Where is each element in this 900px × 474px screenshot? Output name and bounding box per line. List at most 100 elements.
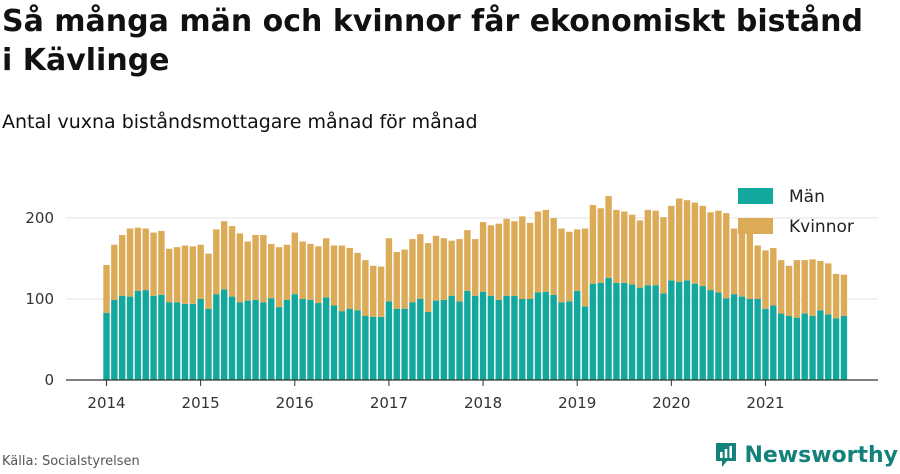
bar-kvinnor bbox=[275, 247, 283, 308]
bar-kvinnor bbox=[605, 196, 612, 278]
bar-man bbox=[621, 282, 628, 380]
bar-man bbox=[668, 280, 675, 380]
bar-kvinnor bbox=[825, 263, 832, 315]
bar-kvinnor bbox=[228, 226, 236, 297]
bar-man bbox=[479, 291, 487, 380]
bar-man bbox=[542, 291, 550, 380]
bar-man bbox=[762, 308, 769, 380]
bar-kvinnor bbox=[322, 238, 330, 298]
bar-man bbox=[150, 295, 157, 380]
bar-kvinnor bbox=[809, 259, 816, 317]
bar-man bbox=[574, 290, 581, 380]
brand-logo[interactable]: Newsworthy bbox=[714, 441, 898, 469]
bar-kvinnor bbox=[432, 235, 440, 301]
bar-kvinnor bbox=[636, 220, 644, 288]
bar-kvinnor bbox=[801, 260, 808, 314]
bar-kvinnor bbox=[550, 218, 557, 295]
x-tick-label: 2015 bbox=[182, 394, 220, 412]
bar-kvinnor bbox=[542, 209, 550, 292]
bar-man bbox=[142, 290, 149, 380]
bar-man bbox=[158, 294, 165, 380]
bar-man bbox=[456, 301, 463, 380]
bar-man bbox=[581, 306, 589, 380]
bar-kvinnor bbox=[315, 246, 322, 304]
bar-man bbox=[652, 285, 659, 380]
brand-name: Newsworthy bbox=[744, 442, 898, 468]
bar-kvinnor bbox=[840, 274, 848, 317]
bar-kvinnor bbox=[699, 205, 706, 287]
chart-subtitle: Antal vuxna biståndsmottagare månad för … bbox=[2, 111, 478, 133]
bar-man bbox=[636, 287, 644, 380]
bar-man bbox=[785, 316, 793, 380]
bar-man bbox=[817, 310, 824, 380]
bar-man bbox=[589, 283, 597, 380]
bar-kvinnor bbox=[448, 240, 455, 296]
bar-kvinnor bbox=[456, 239, 463, 302]
bar-man bbox=[283, 299, 291, 380]
bar-man bbox=[220, 289, 228, 380]
bar-man bbox=[424, 311, 432, 380]
bar-man bbox=[111, 299, 118, 380]
bar-man bbox=[322, 297, 330, 380]
bar-kvinnor bbox=[330, 245, 338, 306]
bar-man bbox=[330, 305, 338, 380]
bar-kvinnor bbox=[479, 222, 487, 292]
bar-kvinnor bbox=[621, 211, 628, 283]
bar-kvinnor bbox=[519, 216, 526, 299]
bar-man bbox=[738, 296, 746, 380]
bar-kvinnor bbox=[683, 200, 691, 281]
bar-kvinnor bbox=[401, 249, 408, 309]
bar-kvinnor bbox=[173, 247, 181, 303]
bar-kvinnor bbox=[487, 225, 495, 296]
x-tick-label: 2017 bbox=[370, 394, 408, 412]
bar-man bbox=[432, 300, 440, 380]
bar-kvinnor bbox=[730, 228, 738, 295]
bar-man bbox=[723, 298, 730, 380]
bar-man bbox=[134, 290, 142, 380]
bar-man bbox=[338, 311, 346, 380]
bar-man bbox=[307, 299, 314, 380]
bar-man bbox=[118, 295, 126, 380]
bar-man bbox=[730, 294, 738, 380]
bar-man bbox=[448, 295, 455, 380]
bar-man bbox=[715, 292, 722, 380]
bar-man bbox=[173, 302, 181, 380]
bar-man bbox=[707, 290, 714, 380]
bar-kvinnor bbox=[362, 260, 369, 317]
legend-label: Män bbox=[789, 187, 825, 207]
bar-kvinnor bbox=[668, 205, 675, 281]
bar-kvinnor bbox=[377, 266, 385, 317]
bar-kvinnor bbox=[707, 212, 714, 291]
bar-man bbox=[126, 296, 134, 380]
bar-kvinnor bbox=[464, 230, 471, 291]
x-tick-label: 2020 bbox=[652, 394, 690, 412]
bar-kvinnor bbox=[644, 209, 651, 286]
bar-man bbox=[605, 277, 612, 380]
bar-man bbox=[228, 296, 236, 380]
bar-kvinnor bbox=[338, 245, 346, 312]
bar-man bbox=[534, 292, 542, 380]
bar-man bbox=[550, 294, 557, 380]
bar-kvinnor bbox=[142, 228, 149, 291]
bar-man bbox=[487, 295, 495, 380]
bar-kvinnor bbox=[660, 217, 667, 294]
bar-man bbox=[628, 284, 636, 380]
bar-man bbox=[770, 305, 777, 380]
bar-kvinnor bbox=[715, 210, 722, 293]
bar-kvinnor bbox=[268, 243, 275, 299]
bar-man bbox=[417, 299, 424, 380]
bar-kvinnor bbox=[754, 245, 761, 299]
bar-kvinnor bbox=[118, 235, 126, 296]
bar-kvinnor bbox=[244, 241, 251, 301]
bar-kvinnor bbox=[181, 245, 189, 304]
bar-kvinnor bbox=[574, 229, 581, 291]
bar-man bbox=[558, 302, 565, 380]
source-note: Källa: Socialstyrelsen bbox=[2, 454, 140, 469]
y-tick-label: 200 bbox=[25, 209, 54, 227]
bar-kvinnor bbox=[770, 247, 777, 306]
bar-man bbox=[370, 316, 377, 380]
bar-man bbox=[566, 301, 573, 380]
bar-man bbox=[354, 310, 361, 380]
bar-man bbox=[275, 307, 283, 380]
bar-kvinnor bbox=[511, 221, 518, 296]
